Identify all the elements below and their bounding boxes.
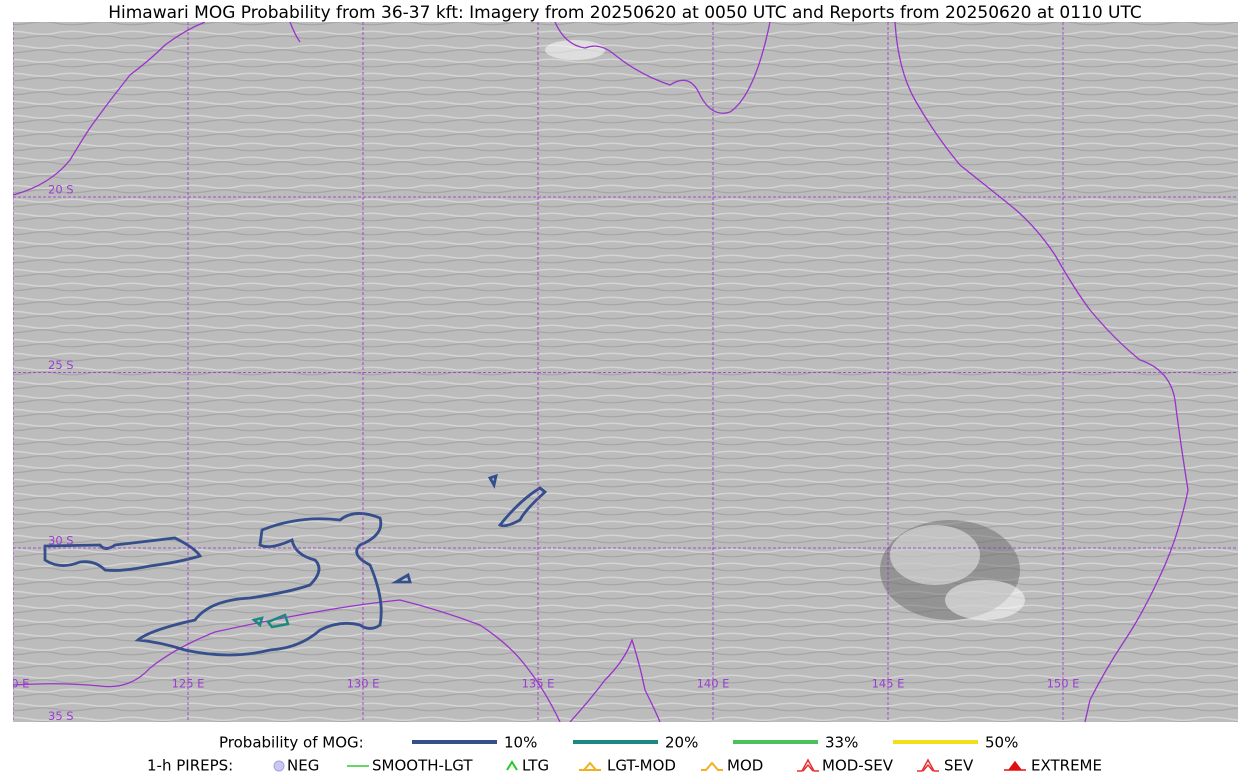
longitude-label: 120 E (0, 677, 29, 691)
legend-label: SMOOTH-LGT (372, 757, 473, 775)
pirep-icon (273, 760, 285, 772)
icon (579, 761, 601, 771)
longitude-label: 150 E (1047, 677, 1080, 691)
latitude-label: 20 S (48, 183, 74, 197)
legend-label: LTG (522, 757, 549, 775)
coastline (13, 22, 1189, 722)
pirep-icon (579, 761, 601, 771)
pirep-icon (701, 761, 723, 771)
icon (506, 760, 518, 771)
longitude-label: 125 E (172, 677, 205, 691)
legend-label: MOD (727, 757, 763, 775)
longitude-label: 130 E (347, 677, 380, 691)
legend-title: 1-h PIREPS: (147, 757, 233, 775)
latitude-label: 30 S (48, 534, 74, 548)
mog-contour (43, 473, 548, 657)
icon (917, 758, 939, 772)
longitude-label: 145 E (872, 677, 905, 691)
pirep-icon (917, 758, 939, 772)
icon (797, 758, 819, 772)
legend-title: Probability of MOG: (219, 734, 364, 752)
pirep-icon (506, 760, 518, 771)
longitude-label: 135 E (522, 677, 555, 691)
pirep-icon (797, 758, 819, 772)
mog-contour (251, 613, 290, 629)
legend-label: SEV (944, 757, 974, 775)
legend-label: LGT-MOD (607, 757, 676, 775)
legend-label: EXTREME (1031, 757, 1102, 775)
legend-label: 50% (985, 734, 1018, 752)
cloud-feature (545, 40, 1025, 620)
icon (1004, 760, 1026, 771)
legend: Probability of MOG: 10% 20% 33% 50% 1-h PIREP… (147, 734, 1102, 775)
longitude-label: 140 E (697, 677, 730, 691)
legend-label: 20% (665, 734, 698, 752)
latitude-label: 35 S (48, 709, 74, 723)
icon (273, 760, 285, 772)
title: Himawari MOG Probability from 36-37 kft:… (108, 3, 1142, 23)
pirep-icon (1004, 760, 1026, 771)
legend-label: 33% (825, 734, 858, 752)
map: 120 E 125 E 130 E 135 E 140 E 145 E 150 E 20 S 2… (0, 22, 1238, 723)
legend-label: MOD-SEV (822, 757, 894, 775)
legend-label: 10% (504, 734, 537, 752)
icon (701, 761, 723, 771)
legend-label: NEG (287, 757, 319, 775)
latitude-label: 25 S (48, 358, 74, 372)
